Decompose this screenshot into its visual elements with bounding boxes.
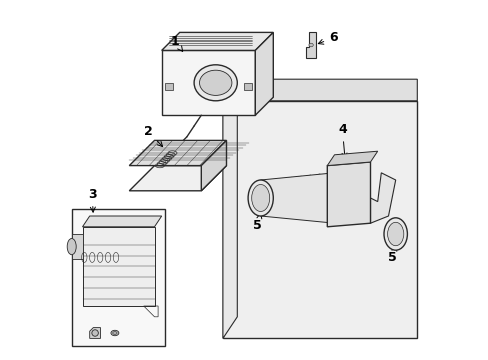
Polygon shape — [201, 140, 226, 191]
Ellipse shape — [194, 65, 237, 101]
Ellipse shape — [111, 330, 119, 336]
Polygon shape — [244, 83, 251, 90]
Polygon shape — [165, 83, 172, 90]
Ellipse shape — [251, 185, 269, 212]
Polygon shape — [326, 151, 377, 166]
Polygon shape — [82, 227, 154, 306]
Polygon shape — [223, 101, 416, 338]
Polygon shape — [223, 79, 237, 338]
Ellipse shape — [92, 330, 98, 336]
Polygon shape — [223, 79, 416, 101]
Ellipse shape — [113, 332, 117, 334]
Text: 3: 3 — [88, 188, 96, 212]
Text: 4: 4 — [337, 123, 346, 158]
Polygon shape — [370, 173, 395, 223]
Polygon shape — [255, 32, 273, 115]
Ellipse shape — [383, 218, 407, 250]
Text: 2: 2 — [143, 125, 163, 147]
Text: 1: 1 — [170, 35, 183, 51]
Polygon shape — [82, 216, 162, 227]
Ellipse shape — [67, 239, 76, 255]
Text: 5: 5 — [253, 213, 262, 231]
Text: 6: 6 — [318, 31, 337, 44]
Ellipse shape — [387, 222, 403, 246]
Polygon shape — [162, 50, 255, 115]
Polygon shape — [129, 166, 226, 191]
Polygon shape — [72, 209, 165, 346]
Text: 5: 5 — [387, 246, 396, 264]
Polygon shape — [129, 140, 226, 166]
Polygon shape — [305, 32, 316, 58]
Polygon shape — [260, 173, 334, 223]
Polygon shape — [89, 328, 101, 338]
Ellipse shape — [199, 70, 231, 95]
Ellipse shape — [308, 43, 313, 47]
Polygon shape — [326, 162, 370, 227]
Polygon shape — [72, 234, 82, 259]
Ellipse shape — [247, 180, 273, 216]
Polygon shape — [162, 32, 273, 50]
